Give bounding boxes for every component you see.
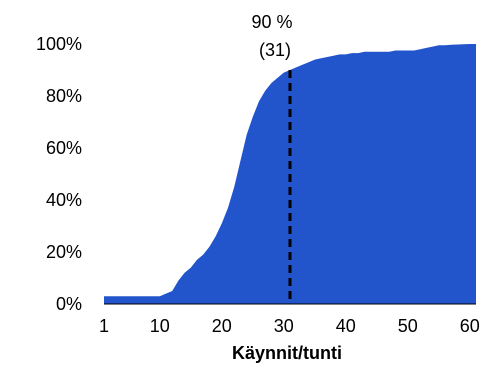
x-tick-label: 30: [274, 316, 294, 336]
y-tick-label: 80%: [46, 86, 82, 106]
y-tick-label: 100%: [36, 34, 82, 54]
marker-label-percent: 90 %: [251, 12, 292, 32]
y-tick-label: 0%: [56, 294, 82, 314]
x-tick-label: 10: [150, 316, 170, 336]
x-axis: 1 10 20 30 40 50 60: [99, 316, 480, 336]
x-axis-title: Käynnit/tunti: [232, 343, 342, 363]
x-tick-label: 40: [336, 316, 356, 336]
y-tick-label: 40%: [46, 190, 82, 210]
y-tick-label: 60%: [46, 138, 82, 158]
marker-label-value: (31): [259, 40, 291, 60]
plot-area: [104, 44, 476, 305]
y-axis: 0% 20% 40% 60% 80% 100%: [36, 34, 82, 314]
x-tick-label: 1: [99, 316, 109, 336]
y-tick-label: 20%: [46, 242, 82, 262]
x-tick-label: 60: [460, 316, 480, 336]
x-tick-label: 20: [212, 316, 232, 336]
x-tick-label: 50: [398, 316, 418, 336]
